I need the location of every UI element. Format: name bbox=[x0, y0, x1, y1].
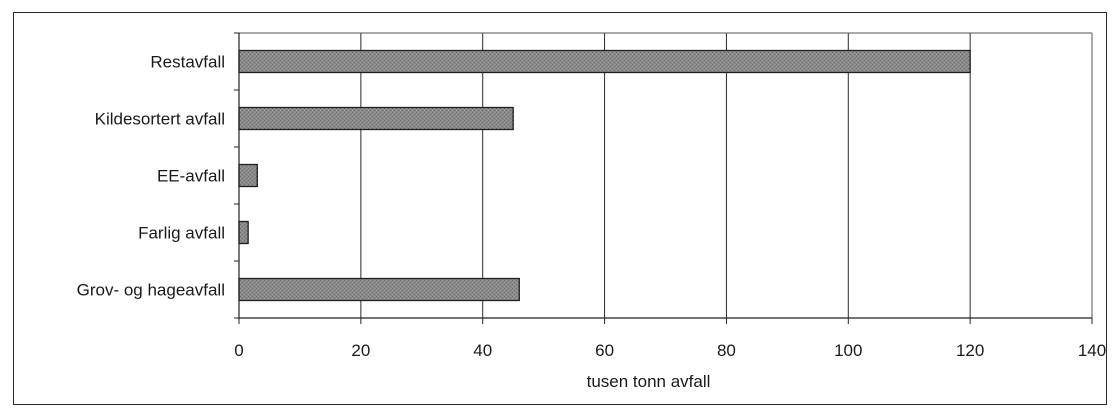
x-axis-title: tusen tonn avfall bbox=[587, 372, 711, 391]
x-tick-label: 20 bbox=[351, 341, 370, 360]
category-label: Farlig avfall bbox=[138, 224, 225, 243]
bar bbox=[238, 49, 971, 74]
category-label: Restavfall bbox=[150, 53, 225, 72]
category-label: EE-avfall bbox=[157, 167, 225, 186]
bar bbox=[238, 106, 514, 131]
bar bbox=[238, 220, 249, 245]
x-tick-label: 100 bbox=[834, 341, 862, 360]
grid-lines bbox=[360, 33, 971, 318]
x-tick-label: 60 bbox=[595, 341, 614, 360]
x-tick-label: 120 bbox=[956, 341, 984, 360]
bar bbox=[238, 163, 258, 188]
category-labels: Restavfall Kildesortert avfall EE-avfall Fa… bbox=[77, 53, 225, 300]
x-tick-labels: 0 20 40 60 80 100 120 140 bbox=[234, 341, 1106, 360]
axes bbox=[234, 32, 1093, 324]
x-tick-label: 140 bbox=[1078, 341, 1106, 360]
category-label: Grov- og hageavfall bbox=[77, 281, 225, 300]
x-tick-label: 40 bbox=[473, 341, 492, 360]
x-tick-label: 0 bbox=[234, 341, 243, 360]
category-label: Kildesortert avfall bbox=[95, 110, 225, 129]
chart-frame bbox=[13, 12, 1107, 405]
bar bbox=[238, 277, 520, 302]
x-tick-label: 80 bbox=[717, 341, 736, 360]
